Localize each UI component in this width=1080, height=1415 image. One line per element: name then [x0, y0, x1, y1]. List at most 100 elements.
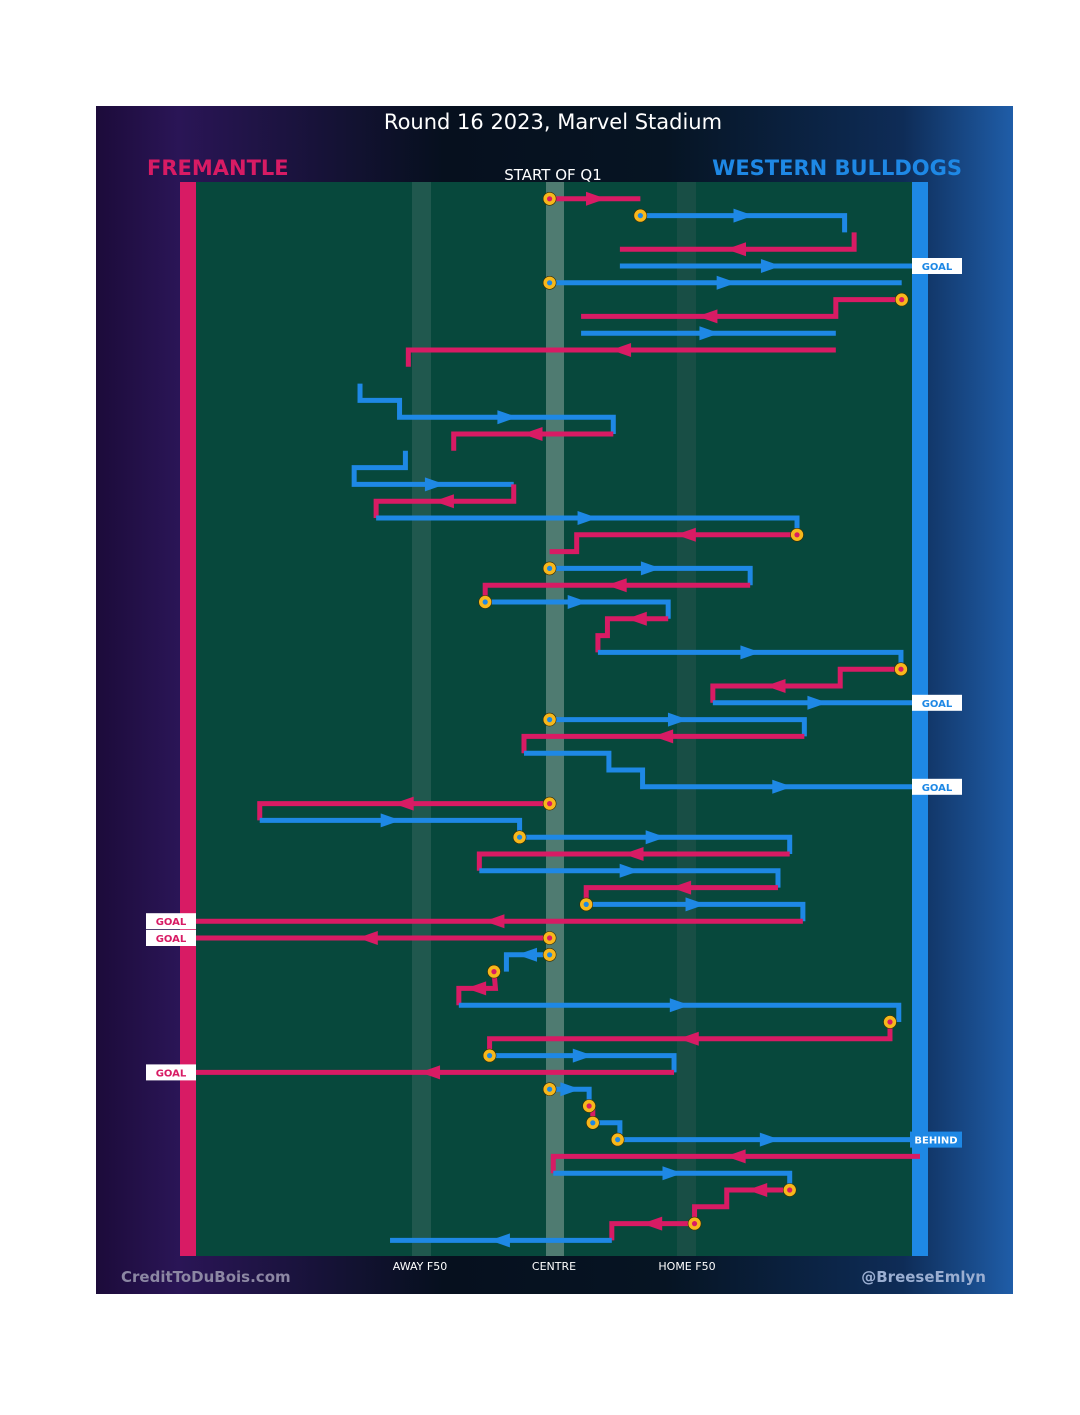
chain-arrow-42 — [759, 1132, 780, 1147]
chain-arrow-6 — [699, 326, 720, 341]
outcome-badge-23 — [912, 778, 962, 795]
chain-arrow-2 — [726, 242, 746, 257]
possession-start-dot-16 — [482, 599, 488, 605]
chain-arrow-36 — [678, 1031, 699, 1046]
outcome-label-3: GOAL — [922, 262, 953, 273]
chain-bulldogs-1 — [640, 213, 848, 233]
outcome-badge-38 — [146, 1064, 196, 1081]
chain-arrow-47 — [489, 1233, 510, 1248]
chain-fremantle-24 — [257, 801, 550, 821]
centre-label: CENTRE — [532, 1260, 576, 1273]
chain-arrow-38 — [420, 1065, 441, 1080]
chain-fremantle-43 — [550, 1153, 920, 1174]
chain-arrow-34 — [466, 981, 487, 996]
chain-bulldogs-37 — [489, 1053, 677, 1073]
chain-arrow-21 — [667, 712, 688, 727]
chain-arrow-5 — [697, 309, 718, 324]
possession-start-dot-39 — [547, 1086, 553, 1092]
fremantle-goal-bar — [180, 182, 196, 1256]
outcome-label-32: GOAL — [156, 934, 187, 945]
chain-bulldogs-8 — [357, 383, 616, 434]
possession-start-dot-30 — [583, 901, 589, 908]
chain-arrow-25 — [380, 813, 401, 828]
chain-arrow-13 — [675, 527, 696, 542]
chain-arrow-1 — [733, 208, 754, 223]
chain-arrow-39 — [560, 1082, 581, 1097]
chain-fremantle-46 — [609, 1221, 695, 1241]
credit-right: @BreeseEmlyn — [861, 1268, 986, 1286]
possession-start-markers — [478, 192, 909, 1231]
chain-bulldogs-10 — [351, 450, 514, 487]
chain-arrow-16 — [567, 595, 588, 609]
chain-fremantle-22 — [521, 733, 805, 754]
possession-start-dot-34 — [491, 969, 497, 975]
credit-left: CreditToDuBois.com — [121, 1268, 291, 1286]
chain-arrow-8 — [497, 410, 518, 425]
chain-arrow-24 — [393, 796, 414, 811]
chain-arrow-35 — [669, 998, 690, 1013]
chain-bulldogs-21 — [549, 717, 807, 737]
chain-bulldogs-23 — [523, 750, 920, 790]
possession-start-dot-41 — [590, 1120, 596, 1126]
chain-arrow-23 — [772, 779, 793, 794]
chain-fremantle-2 — [619, 232, 857, 252]
possession-start-dot-4 — [547, 280, 553, 286]
possession-start-dot-19 — [898, 666, 904, 672]
outcome-badge-31 — [146, 913, 196, 930]
chain-arrow-30 — [685, 897, 706, 912]
chain-arrow-29 — [671, 880, 692, 895]
chain-arrow-15 — [606, 578, 627, 593]
chain-outcome-labels: GOAL GOAL GOAL GOAL GOAL GOAL BEHIND — [146, 258, 962, 1148]
chain-arrow-0 — [585, 191, 606, 206]
chain-fremantle-7 — [405, 347, 836, 367]
chain-arrow-45 — [747, 1183, 768, 1197]
home-f50-label: HOME F50 — [658, 1260, 715, 1273]
possession-start-dot-32 — [547, 935, 553, 941]
outcome-label-42: BEHIND — [914, 1136, 957, 1147]
chain-arrow-12 — [577, 511, 598, 525]
chain-arrow-17 — [626, 611, 647, 626]
possession-start-dot-46 — [691, 1221, 698, 1227]
possession-start-dot-13 — [794, 532, 800, 538]
chain-bulldogs-26 — [519, 834, 793, 854]
possession-start-dot-24 — [547, 801, 553, 807]
chain-arrow-4 — [716, 275, 737, 290]
possession-start-dot-1 — [637, 213, 643, 219]
chain-arrow-46 — [642, 1216, 663, 1231]
fremantle-team-name: FREMANTLE — [147, 156, 289, 180]
chain-arrow-32 — [357, 931, 378, 945]
chart-title: Round 16 2023, Marvel Stadium — [384, 110, 722, 134]
possession-start-dot-0 — [547, 196, 553, 202]
chain-arrow-18 — [740, 645, 761, 660]
chain-bulldogs-35 — [458, 1002, 902, 1022]
period-label: START OF Q1 — [504, 166, 602, 184]
chain-bulldogs-30 — [586, 901, 806, 922]
outcome-badge-3 — [912, 258, 962, 274]
chain-arrow-27 — [623, 847, 644, 861]
possession-start-dot-42 — [615, 1137, 621, 1143]
chain-arrow-3 — [760, 259, 781, 273]
possession-start-dot-33 — [547, 952, 553, 958]
outcome-label-23: GOAL — [922, 783, 953, 794]
outcome-badge-20 — [912, 694, 962, 711]
chain-fremantle-9 — [451, 431, 614, 451]
chain-bulldogs-16 — [485, 599, 671, 619]
possession-start-dot-36 — [887, 1019, 893, 1025]
chain-bulldogs-28 — [479, 868, 781, 888]
chain-arrow-33 — [517, 947, 538, 962]
away-f50-band — [412, 182, 431, 1256]
chain-fremantle-19 — [710, 666, 901, 703]
outcome-label-20: GOAL — [922, 699, 953, 710]
possession-start-dot-5 — [899, 297, 905, 303]
possession-start-dot-37 — [486, 1053, 493, 1059]
chain-arrow-44 — [662, 1166, 683, 1181]
outcome-badge-32 — [146, 930, 196, 946]
chain-arrow-20 — [807, 695, 828, 710]
outcome-label-38: GOAL — [156, 1068, 187, 1079]
away-f50-label: AWAY F50 — [393, 1260, 447, 1273]
possession-start-dot-26 — [516, 834, 523, 840]
possession-start-dot-21 — [547, 717, 553, 723]
possession-start-dot-45 — [787, 1187, 793, 1193]
chain-bulldogs-14 — [549, 565, 753, 586]
